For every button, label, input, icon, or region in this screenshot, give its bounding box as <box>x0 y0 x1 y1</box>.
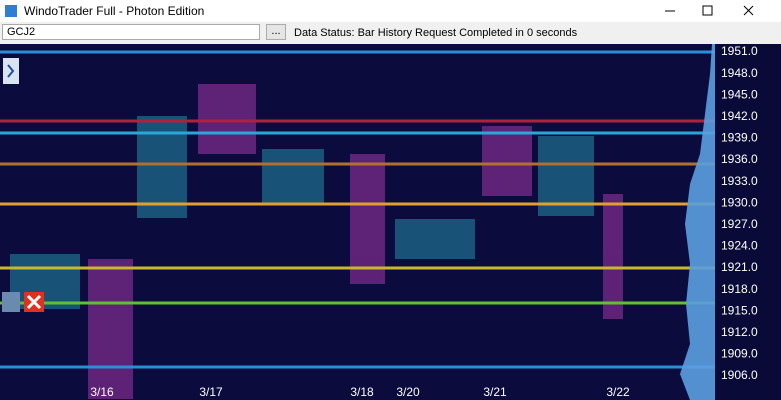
price-label: 1912.0 <box>721 325 758 339</box>
price-label: 1906.0 <box>721 368 758 382</box>
price-label: 1948.0 <box>721 66 758 80</box>
price-label: 1951.0 <box>721 44 758 58</box>
volume-profile <box>680 44 715 400</box>
close[interactable] <box>743 5 754 16</box>
expand-arrow <box>7 64 15 78</box>
price-label: 1942.0 <box>721 109 758 123</box>
price-label: 1939.0 <box>721 131 758 145</box>
browse-button[interactable]: ... <box>266 24 286 40</box>
maximize[interactable] <box>702 5 713 16</box>
title-icons <box>5 5 754 17</box>
date-label: 3/16 <box>90 385 114 399</box>
window-title: WindoTrader Full - Photon Edition <box>24 4 205 18</box>
price-label: 1915.0 <box>721 303 758 317</box>
symbol: GCJ2 <box>7 26 36 38</box>
price-label: 1936.0 <box>721 152 758 166</box>
settings-button[interactable] <box>2 292 20 312</box>
price-label: 1930.0 <box>721 195 758 209</box>
status-text: Data Status: Bar History Request Complet… <box>294 27 578 39</box>
price-label: 1918.0 <box>721 282 758 296</box>
date-label: 3/20 <box>396 385 420 399</box>
price-label: 1927.0 <box>721 217 758 231</box>
price-label: 1945.0 <box>721 87 758 101</box>
price-label: 1909.0 <box>721 347 758 361</box>
date-label: 3/18 <box>350 385 374 399</box>
remove-icon <box>26 294 42 310</box>
price-axis-bg <box>715 44 781 400</box>
expand-button[interactable] <box>3 58 19 84</box>
level-lines <box>0 50 715 369</box>
chart-area: 1951.0 1948.0 1945.0 1942.0 1939.0 1936.0 1933… <box>0 44 781 400</box>
toolbar: GCJ2 ... Data Status: Bar History Reques… <box>0 22 781 44</box>
date-label: 3/17 <box>199 385 223 399</box>
symbol-combo[interactable]: GCJ2 <box>2 24 260 40</box>
price-label: 1924.0 <box>721 239 758 253</box>
app-icon <box>5 5 17 17</box>
price-label: 1933.0 <box>721 174 758 188</box>
price-label: 1921.0 <box>721 260 758 274</box>
date-label: 3/21 <box>483 385 507 399</box>
date-label: 3/22 <box>606 385 630 399</box>
title-bar: WindoTrader Full - Photon Edition <box>0 0 781 22</box>
